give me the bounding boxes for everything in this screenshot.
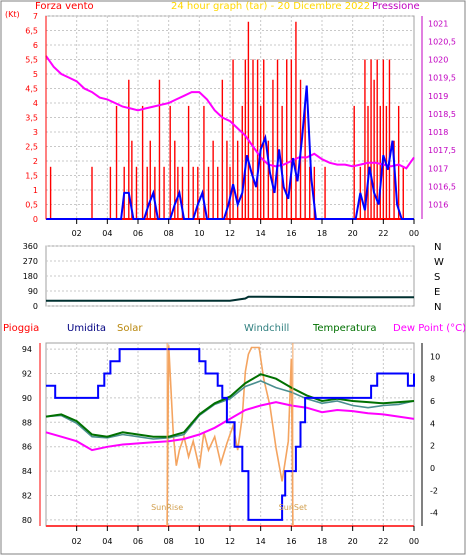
winddir-tick-label: 360: [23, 242, 38, 251]
humidity-tick-label: 92: [22, 370, 32, 379]
legend-dewpoint: Dew Point (°C): [393, 323, 466, 334]
humidity-tick-label: 82: [22, 492, 32, 501]
axes-layer: 00,511,522,533,544,555,566,5710161016,51…: [22, 12, 456, 546]
panel1-xtick-label: 18: [317, 229, 327, 238]
wind-tick-label: 5: [33, 70, 38, 79]
winddir-compass-label: N: [434, 302, 441, 313]
pressure-tick-label: 1019,5: [428, 74, 456, 83]
humidity-tick-label: 86: [22, 443, 32, 452]
wind-tick-label: 2: [33, 157, 38, 166]
sunrise-label: SunRise: [151, 503, 183, 512]
panel3-xtick-label: 20: [348, 537, 358, 546]
temp-tick-label: 4: [430, 419, 435, 428]
panel3-xtick-label: 22: [378, 537, 388, 546]
wind-tick-label: 4: [33, 99, 38, 108]
wind-tick-label: 7: [33, 12, 38, 21]
pressure-tick-label: 1017,5: [428, 146, 456, 155]
panel3-xtick-label: 12: [225, 537, 235, 546]
pressure-tick-label: 1021: [428, 19, 448, 28]
panel3-xtick-label: 00: [409, 537, 419, 546]
wind-tick-label: 2,5: [25, 143, 38, 152]
panel3-xtick-label: 10: [194, 537, 204, 546]
panel1-xtick-label: 12: [225, 229, 235, 238]
panel3-xtick-label: 04: [102, 537, 112, 546]
winddir-tick-label: 270: [23, 257, 38, 266]
pressure-tick-label: 1018,5: [428, 110, 456, 119]
pressure-tick-label: 1017: [428, 164, 448, 173]
wind-tick-label: 6,5: [25, 27, 38, 36]
pressure-line: [45, 55, 415, 170]
pressure-tick-label: 1016,5: [428, 182, 456, 191]
panel1-xtick-label: 04: [102, 229, 112, 238]
wind-tick-label: 1: [33, 186, 38, 195]
panel3-xtick-label: 18: [317, 537, 327, 546]
wind-tick-label: 3,5: [25, 114, 38, 123]
temp-tick-label: 10: [430, 352, 440, 361]
wind-tick-label: 0,5: [25, 201, 38, 210]
panel1-xtick-label: 08: [164, 229, 174, 238]
solar-line: [166, 345, 294, 527]
panel1-xtick-label: 06: [133, 229, 143, 238]
pressure-tick-label: 1018: [428, 128, 448, 137]
humidity-tick-label: 88: [22, 418, 32, 427]
pressure-title: Pressione: [372, 1, 420, 12]
humidity-tick-label: 80: [22, 516, 32, 525]
winddir-tick-label: 0: [33, 302, 38, 311]
pressure-tick-label: 1019: [428, 92, 448, 101]
sunset-label: SunSet: [279, 503, 307, 512]
pressure-tick-label: 1020,5: [428, 37, 456, 46]
panel1-xtick-label: 16: [286, 229, 296, 238]
winddir-tick-label: 90: [28, 287, 38, 296]
panel1-xtick-label: 00: [409, 229, 419, 238]
temp-tick-label: -4: [430, 509, 438, 518]
pressure-tick-label: 1020: [428, 56, 448, 65]
legend-rain: Pioggia: [3, 323, 39, 334]
legend-solar: Solar: [117, 323, 143, 334]
winddir-line: [46, 295, 414, 302]
humidity-tick-label: 90: [22, 394, 32, 403]
winddir-compass-label: S: [434, 272, 440, 283]
panel3-xtick-label: 02: [72, 537, 82, 546]
winddir-compass-label: W: [434, 257, 444, 268]
dewpoint-line: [45, 401, 415, 452]
panel3-xtick-label: 08: [164, 537, 174, 546]
panel3-xtick-label: 16: [286, 537, 296, 546]
temperature-line: [45, 373, 415, 438]
legend-temperature: Temperatura: [312, 323, 377, 334]
panel1-xtick-label: 14: [256, 229, 266, 238]
humidity-line: [46, 348, 415, 521]
wind-title: Forza vento: [35, 1, 94, 12]
wind-unit: (Kt): [5, 10, 20, 19]
temp-tick-label: -2: [430, 486, 438, 495]
temp-tick-label: 8: [430, 375, 435, 384]
wind-tick-label: 0: [33, 215, 38, 224]
windchill-line: [45, 380, 415, 440]
temp-tick-label: 0: [430, 464, 435, 473]
legend-windchill: Windchill: [244, 323, 289, 334]
winddir-tick-label: 180: [23, 272, 38, 281]
panel1-xtick-label: 02: [72, 229, 82, 238]
panel1-xtick-label: 22: [378, 229, 388, 238]
panel1-xtick-label: 20: [348, 229, 358, 238]
wind-tick-label: 5,5: [25, 56, 38, 65]
pressure-tick-label: 1016: [428, 201, 448, 210]
winddir-compass-label: N: [434, 242, 441, 253]
wind-tick-label: 4,5: [25, 85, 38, 94]
legend-humidity: Umidita: [67, 323, 106, 334]
humidity-tick-label: 84: [22, 467, 32, 476]
wind-tick-label: 3: [33, 128, 38, 137]
humidity-tick-label: 94: [22, 345, 32, 354]
winddir-compass-label: E: [434, 287, 440, 298]
graph-title: 24 hour graph (tar) - 20 Dicembre 2022: [171, 1, 370, 12]
panel3-xtick-label: 06: [133, 537, 143, 546]
panel1-xtick-label: 10: [194, 229, 204, 238]
panel3-xtick-label: 14: [256, 537, 266, 546]
wind-avg-line: [46, 85, 414, 220]
temp-tick-label: 2: [430, 442, 435, 451]
temp-tick-label: 6: [430, 397, 435, 406]
wind-tick-label: 1,5: [25, 172, 38, 181]
wind-tick-label: 6: [33, 41, 38, 50]
